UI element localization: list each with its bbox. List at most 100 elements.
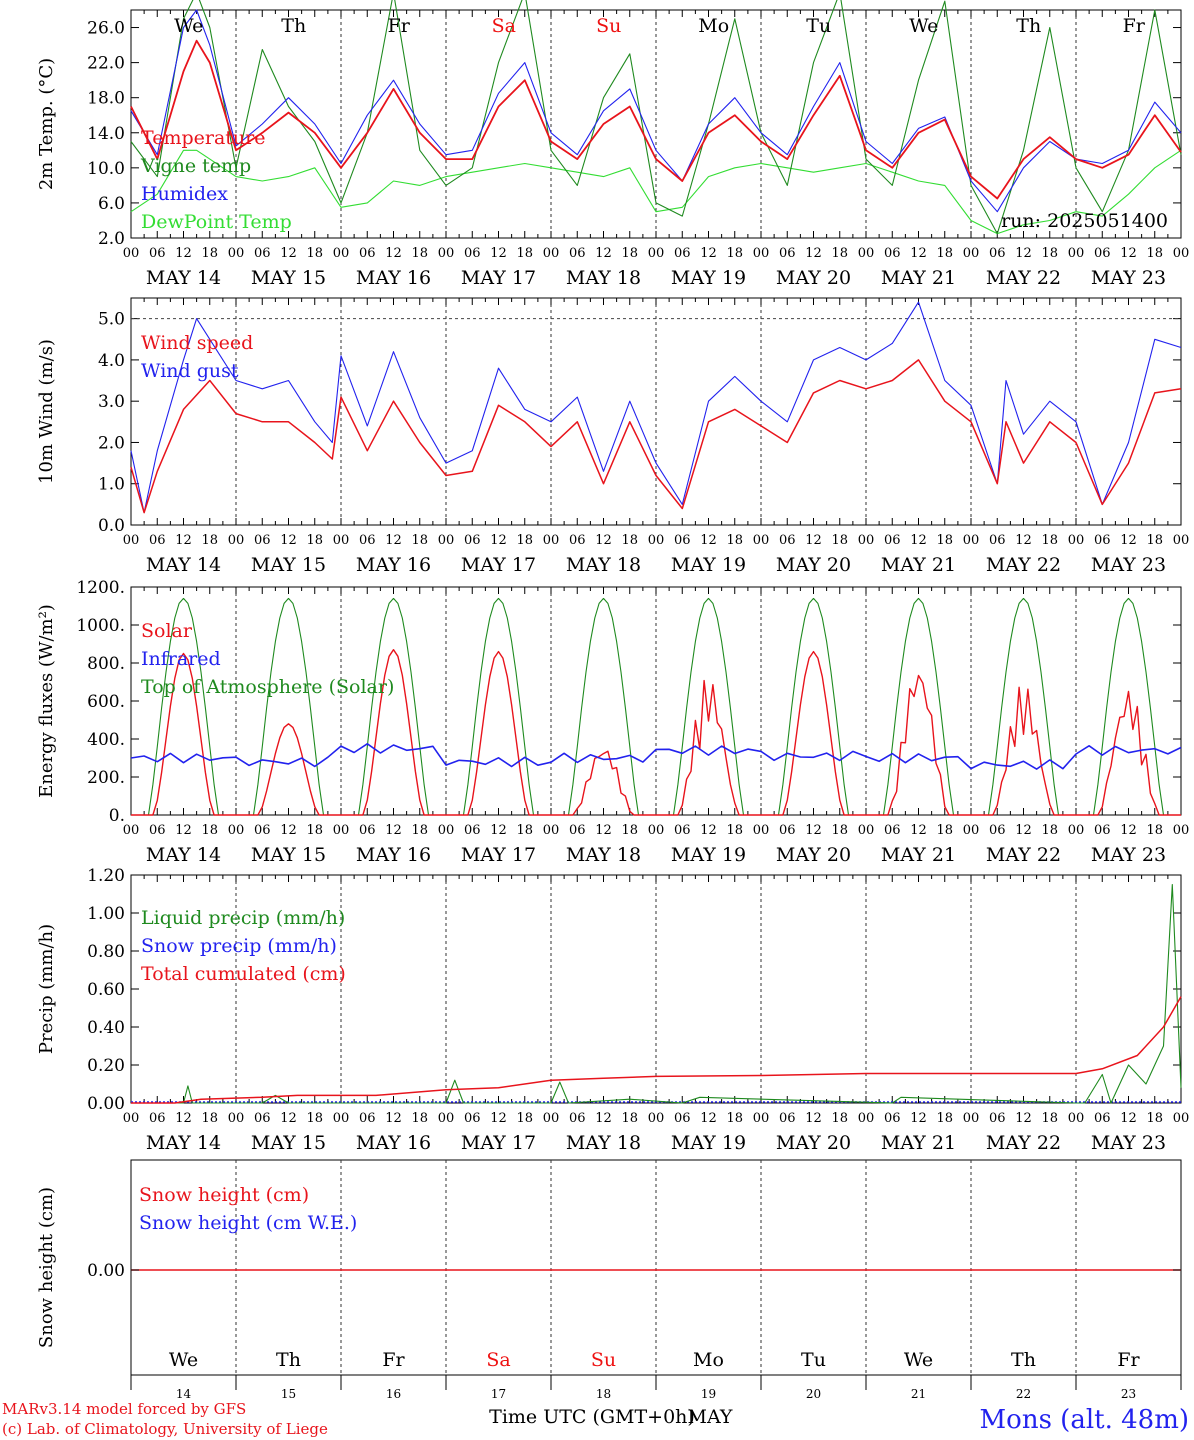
hour-tick-label: 12 — [700, 533, 717, 548]
hour-tick-label: 12 — [910, 246, 927, 261]
series-total-cumulated — [131, 996, 1182, 1104]
hour-tick-label: 00 — [123, 246, 140, 261]
hour-tick-label: 18 — [1146, 246, 1163, 261]
day-number: 14 — [176, 1387, 192, 1401]
date-label: MAY 20 — [776, 267, 851, 289]
day-number: 21 — [911, 1387, 926, 1401]
hour-tick-label: 12 — [490, 823, 507, 838]
day-name: Th — [1011, 1349, 1036, 1371]
date-label: MAY 21 — [881, 1132, 956, 1154]
date-label: MAY 19 — [671, 554, 746, 576]
hour-tick-label: 12 — [280, 246, 297, 261]
y-tick-label: 10.0 — [87, 159, 125, 179]
y-tick-label: 0.60 — [87, 980, 125, 1000]
hour-tick-label: 00 — [963, 1111, 980, 1126]
hour-tick-label: 18 — [306, 246, 323, 261]
day-number: 15 — [281, 1387, 296, 1401]
date-label: MAY 20 — [776, 554, 851, 576]
wind-legend-entry: Wind gust — [141, 360, 239, 382]
day-name: We — [169, 1349, 198, 1371]
hour-tick-label: 12 — [1120, 533, 1137, 548]
series-solar — [131, 649, 1181, 816]
date-label: MAY 16 — [356, 554, 431, 576]
hour-tick-label: 18 — [1146, 533, 1163, 548]
hour-tick-label: 00 — [648, 533, 665, 548]
hour-tick-label: 18 — [726, 1111, 743, 1126]
hour-tick-label: 06 — [989, 533, 1006, 548]
hour-tick-label: 12 — [910, 533, 927, 548]
hour-tick-label: 06 — [359, 533, 376, 548]
day-number: 18 — [596, 1387, 611, 1401]
day-name: Th — [276, 1349, 301, 1371]
temp-legend-entry: Temperature — [141, 127, 265, 149]
hour-tick-label: 18 — [201, 533, 218, 548]
date-label: MAY 17 — [461, 267, 536, 289]
hour-tick-label: 00 — [543, 823, 560, 838]
hour-tick-label: 00 — [228, 1111, 245, 1126]
date-label: MAY 21 — [881, 554, 956, 576]
hour-tick-label: 12 — [1120, 823, 1137, 838]
hour-tick-label: 12 — [490, 1111, 507, 1126]
hour-tick-label: 12 — [1015, 533, 1032, 548]
y-tick-label: 0.00 — [87, 1261, 125, 1281]
hour-tick-label: 18 — [726, 823, 743, 838]
hour-tick-label: 18 — [621, 533, 638, 548]
energy-legend-entry: Top of Atmosphere (Solar) — [141, 676, 394, 698]
series-liquid-precip — [131, 883, 1182, 1104]
y-tick-label: 1.00 — [87, 904, 125, 924]
temp-legend-entry: DewPoint Temp — [141, 211, 292, 233]
hour-tick-label: 06 — [989, 246, 1006, 261]
hour-tick-label: 06 — [569, 246, 586, 261]
hour-tick-label: 12 — [385, 533, 402, 548]
hour-tick-label: 18 — [726, 533, 743, 548]
y-tick-label: 1.0 — [98, 475, 125, 495]
day-name: Fr — [382, 1349, 405, 1371]
hour-tick-label: 12 — [910, 823, 927, 838]
day-name: Su — [591, 1349, 616, 1371]
hour-tick-label: 00 — [648, 1111, 665, 1126]
day-name: Tu — [801, 1349, 826, 1371]
hour-tick-label: 06 — [464, 823, 481, 838]
date-label: MAY 18 — [566, 1132, 641, 1154]
hour-tick-label: 18 — [516, 246, 533, 261]
hour-tick-label: 12 — [280, 1111, 297, 1126]
day-name: We — [909, 15, 938, 37]
hour-tick-label: 00 — [333, 1111, 350, 1126]
hour-tick-label: 12 — [175, 533, 192, 548]
date-label: MAY 17 — [461, 1132, 536, 1154]
hour-tick-label: 12 — [805, 1111, 822, 1126]
hour-tick-label: 06 — [884, 533, 901, 548]
hour-tick-label: 18 — [306, 533, 323, 548]
hour-tick-label: 06 — [149, 246, 166, 261]
hour-tick-label: 18 — [516, 533, 533, 548]
hour-tick-label: 18 — [411, 533, 428, 548]
y-tick-label: 22.0 — [87, 54, 125, 74]
y-tick-label: 400. — [87, 730, 125, 750]
day-name: Sa — [492, 15, 516, 37]
day-number: 17 — [491, 1387, 506, 1401]
hour-tick-label: 18 — [306, 1111, 323, 1126]
y-tick-label: 200. — [87, 768, 125, 788]
hour-tick-label: 12 — [385, 246, 402, 261]
y-tick-label: 14.0 — [87, 124, 125, 144]
hour-tick-label: 06 — [674, 246, 691, 261]
hour-tick-label: 06 — [464, 1111, 481, 1126]
day-number: 23 — [1121, 1387, 1136, 1401]
hour-tick-label: 00 — [1068, 533, 1085, 548]
date-label: MAY 18 — [566, 267, 641, 289]
hour-tick-label: 00 — [1068, 823, 1085, 838]
hour-tick-label: 18 — [1146, 1111, 1163, 1126]
hour-tick-label: 06 — [254, 823, 271, 838]
hour-tick-label: 00 — [438, 823, 455, 838]
y-tick-label: 0.20 — [87, 1056, 125, 1076]
y-tick-label: 2.0 — [98, 433, 125, 453]
credit-line-2: (c) Lab. of Climatology, University of L… — [2, 1420, 328, 1438]
hour-tick-label: 12 — [1015, 246, 1032, 261]
hour-tick-label: 12 — [385, 1111, 402, 1126]
date-label: MAY 15 — [251, 844, 326, 866]
y-tick-label: 18.0 — [87, 89, 125, 109]
y-tick-label: 1.20 — [87, 866, 125, 886]
panel-4: 00 06 12 18 00 06 12 18 00 06 12 18 00 06 12 18 00 06 12 18… — [36, 866, 1189, 1154]
hour-tick-label: 00 — [228, 823, 245, 838]
y-tick-label: 600. — [87, 692, 125, 712]
